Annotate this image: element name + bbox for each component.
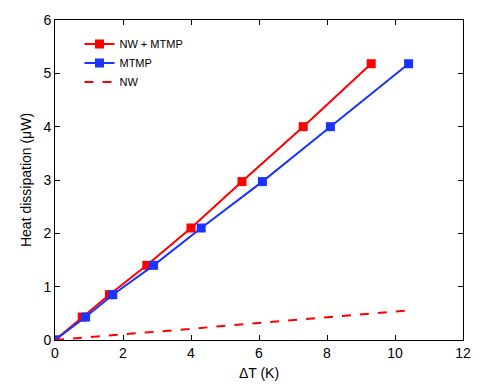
svg-text:2: 2 — [119, 345, 127, 361]
svg-text:3: 3 — [43, 172, 51, 188]
svg-text:12: 12 — [455, 345, 471, 361]
svg-text:MTMP: MTMP — [119, 57, 151, 69]
svg-text:ΔT (K): ΔT (K) — [239, 365, 279, 381]
svg-text:5: 5 — [43, 65, 51, 81]
svg-text:10: 10 — [387, 345, 403, 361]
svg-text:6: 6 — [255, 345, 263, 361]
svg-text:NW + MTMP: NW + MTMP — [119, 38, 182, 50]
svg-text:8: 8 — [323, 345, 331, 361]
svg-text:4: 4 — [187, 345, 195, 361]
svg-text:0: 0 — [43, 332, 51, 348]
svg-text:6: 6 — [43, 12, 51, 28]
svg-text:2: 2 — [43, 225, 51, 241]
svg-text:4: 4 — [43, 119, 51, 135]
svg-text:NW: NW — [119, 76, 138, 88]
svg-text:1: 1 — [43, 279, 51, 295]
svg-text:Heat dissipation (μW): Heat dissipation (μW) — [18, 113, 34, 247]
svg-text:0: 0 — [51, 345, 59, 361]
